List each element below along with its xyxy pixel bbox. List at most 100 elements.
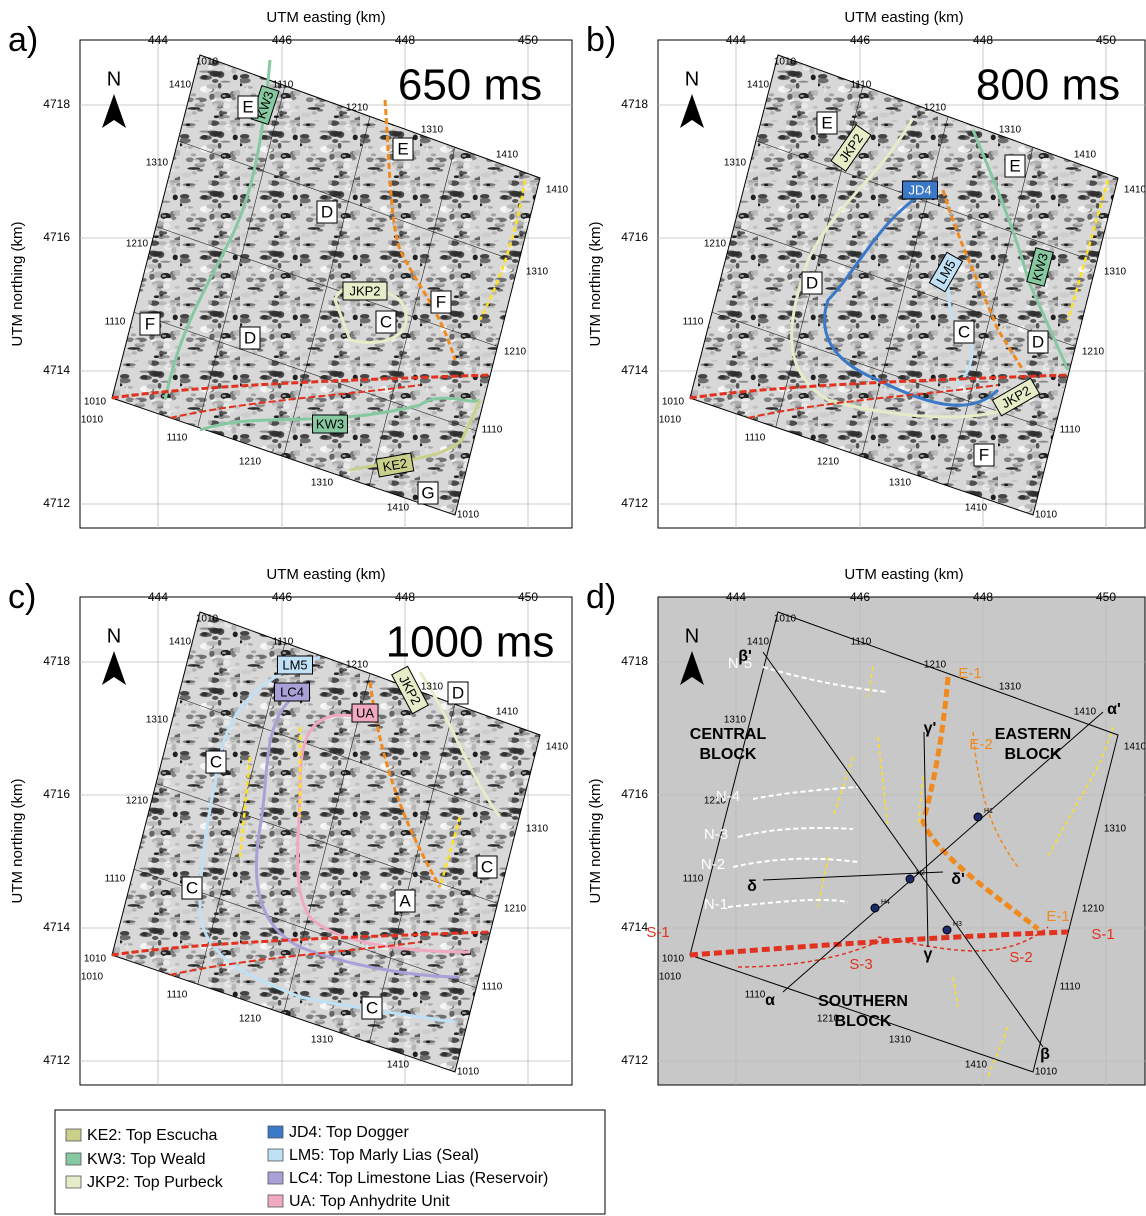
block-label: F bbox=[979, 445, 989, 464]
grid-label: 1410 bbox=[546, 185, 569, 196]
horizon-tag-box bbox=[342, 281, 388, 301]
block-box bbox=[1004, 154, 1026, 178]
grid-label: 1210 bbox=[1082, 347, 1105, 358]
north-arrow bbox=[102, 651, 126, 685]
well-label: H3 bbox=[953, 921, 962, 928]
survey-grid bbox=[946, 147, 1034, 486]
north-label: N bbox=[685, 625, 699, 647]
grid-label: 1210 bbox=[126, 239, 149, 250]
block-label: F bbox=[436, 292, 446, 311]
panel-label: c) bbox=[8, 578, 36, 616]
panel: 1010 1410 1110 1210 1310 1410 1410 1310 1210 1110… bbox=[586, 566, 1146, 1086]
fault-label: S-1 bbox=[1091, 926, 1114, 943]
section-label: α' bbox=[1107, 701, 1121, 718]
fault-line bbox=[737, 826, 854, 838]
block-box bbox=[139, 312, 161, 336]
block-box bbox=[417, 481, 439, 505]
horizon-line bbox=[418, 671, 502, 818]
grid-label: 1110 bbox=[851, 637, 872, 648]
grid-label: 1210 bbox=[346, 103, 369, 114]
block-label: D bbox=[452, 683, 464, 702]
horizon-tag-box bbox=[375, 452, 415, 478]
block-label: D bbox=[1032, 332, 1044, 351]
grid-label: 1410 bbox=[496, 707, 519, 718]
grid-label: 1210 bbox=[346, 660, 369, 671]
fault-line bbox=[877, 736, 889, 828]
panel: 1010 1410 1110 1210 1310 1410 1410 1310 1210 1110… bbox=[8, 566, 573, 1086]
grid-label: 1310 bbox=[526, 824, 549, 835]
horizon-label: LC4 bbox=[280, 684, 304, 699]
fault-line bbox=[972, 731, 1019, 868]
grid-label: 1110 bbox=[851, 80, 872, 91]
horizon-line bbox=[823, 188, 1000, 407]
grid-label: 1010 bbox=[81, 972, 104, 983]
horizon-line bbox=[790, 117, 1020, 419]
grid-label: 1410 bbox=[747, 637, 770, 648]
block-label: D bbox=[321, 202, 333, 221]
block-box bbox=[375, 310, 397, 334]
x-tick-label: 450 bbox=[1096, 590, 1116, 604]
grid-label: 1310 bbox=[421, 682, 444, 693]
grid-label: 1110 bbox=[273, 80, 294, 91]
fault-line bbox=[762, 666, 889, 693]
section-line bbox=[762, 871, 944, 881]
section-label: δ' bbox=[951, 871, 965, 888]
grid-label: 1310 bbox=[999, 125, 1022, 136]
horizon-label: KW3 bbox=[316, 416, 344, 431]
grid-label: 1010 bbox=[659, 972, 682, 983]
survey-grid bbox=[155, 783, 498, 904]
horizon-tag-box bbox=[991, 377, 1041, 417]
block-box bbox=[361, 996, 383, 1020]
x-tick-label: 444 bbox=[148, 590, 168, 604]
fault-line bbox=[941, 189, 1025, 371]
horizon-tag-box bbox=[902, 180, 938, 200]
block-box bbox=[801, 271, 823, 295]
block-label: D bbox=[806, 273, 818, 292]
block-box bbox=[239, 326, 261, 350]
horizon-label: UA bbox=[356, 705, 374, 720]
y-axis-title: UTM northing (km) bbox=[9, 778, 26, 903]
map-frame bbox=[657, 596, 1146, 1086]
grid-label: 1210 bbox=[817, 457, 840, 468]
block-box bbox=[973, 443, 995, 467]
grid-label: 1010 bbox=[457, 510, 480, 521]
grid-label: 1410 bbox=[546, 742, 569, 753]
fault-line bbox=[752, 786, 859, 800]
legend-swatch bbox=[65, 1128, 82, 1142]
grid-label: 1310 bbox=[889, 1035, 912, 1046]
grid-label: 1410 bbox=[387, 1060, 410, 1071]
y-tick-label: 4718 bbox=[43, 97, 70, 111]
grid-label: 1410 bbox=[965, 1060, 988, 1071]
block-name: BLOCK bbox=[700, 746, 757, 763]
grid-label: 1310 bbox=[146, 715, 169, 726]
grid-label: 1110 bbox=[273, 637, 294, 648]
horizon-label: LM5 bbox=[282, 657, 307, 672]
grid-label: 1410 bbox=[747, 80, 770, 91]
y-axis-title: UTM northing (km) bbox=[587, 778, 604, 903]
fault-label: N-5 bbox=[728, 655, 752, 672]
legend-label: LM5: Top Marly Lias (Seal) bbox=[289, 1147, 479, 1164]
horizon-line bbox=[254, 690, 461, 979]
block-box bbox=[392, 137, 414, 161]
block-box bbox=[394, 889, 416, 913]
fault-line bbox=[111, 930, 491, 957]
y-tick-label: 4714 bbox=[43, 363, 70, 377]
fault-label: E-1 bbox=[1046, 908, 1069, 925]
fault-label: N-2 bbox=[701, 856, 725, 873]
north-label: N bbox=[685, 68, 699, 90]
grid-label: 1310 bbox=[526, 267, 549, 278]
block-label: E bbox=[397, 139, 408, 158]
y-tick-label: 4712 bbox=[621, 496, 648, 510]
y-tick-label: 4714 bbox=[43, 920, 70, 934]
horizon-tag: LC4 bbox=[274, 682, 310, 702]
north-arrow bbox=[680, 651, 704, 685]
block-label: E bbox=[1009, 156, 1020, 175]
y-axis-title: UTM northing (km) bbox=[9, 221, 26, 346]
well-label: H1 bbox=[984, 808, 993, 815]
horizon-tag-box bbox=[312, 414, 348, 434]
x-tick-label: 450 bbox=[518, 590, 538, 604]
grid-label: 1310 bbox=[311, 1035, 334, 1046]
legend-swatch bbox=[267, 1125, 284, 1139]
block-label: A bbox=[399, 891, 411, 910]
